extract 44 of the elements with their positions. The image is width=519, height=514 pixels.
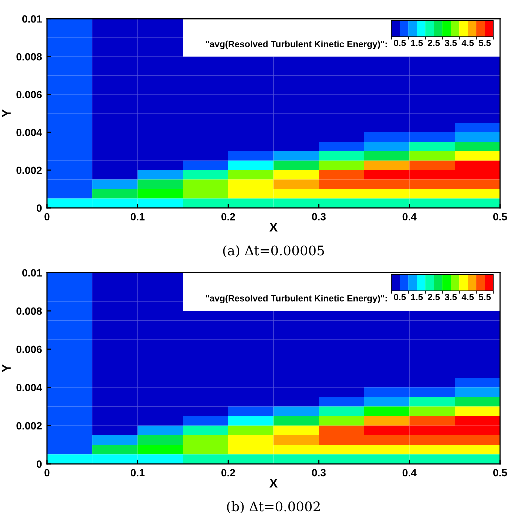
x-tick-label: 0.2 bbox=[222, 213, 236, 221]
color-bar-label: 3.5 bbox=[444, 40, 458, 46]
y-tick-label: 0.006 bbox=[16, 346, 42, 354]
y-tick-label: 0.002 bbox=[16, 166, 42, 174]
y-tick-label: 0.008 bbox=[16, 53, 42, 61]
color-bar-label: 2.5 bbox=[428, 294, 440, 301]
y-tick-label: 0 bbox=[36, 460, 42, 468]
text: (b) Δt=0.0002 bbox=[227, 501, 320, 514]
color-bar-label: 4.5 bbox=[462, 294, 474, 301]
x-tick-label: 0.5 bbox=[493, 469, 508, 477]
color-bar-label: 5.5 bbox=[479, 40, 492, 46]
y-axis-title: Y bbox=[2, 364, 11, 372]
x-tick-label: 0.1 bbox=[131, 213, 145, 221]
y-tick-label: 0.004 bbox=[16, 384, 42, 392]
color-bar-label: 0.5 bbox=[394, 294, 406, 301]
text: (a) Δt=0.00005 bbox=[223, 245, 324, 258]
color-bar-label: 1.5 bbox=[411, 40, 424, 46]
y-axis-title: Y bbox=[2, 110, 11, 118]
x-tick-label: 0.4 bbox=[402, 213, 417, 221]
color-bar-label: 1.5 bbox=[411, 294, 424, 301]
x-tick-label: 0 bbox=[44, 469, 50, 477]
y-tick-label: 0.01 bbox=[22, 16, 42, 23]
x-tick-label: 0.1 bbox=[131, 469, 145, 477]
x-tick-label: 0 bbox=[44, 213, 50, 221]
x-tick-label: 0.2 bbox=[222, 469, 236, 477]
x-tick-label: 0.3 bbox=[312, 469, 326, 477]
x-tick-label: 0.5 bbox=[493, 213, 508, 221]
y-tick-label: 0 bbox=[36, 204, 42, 212]
y-tick-label: 0.01 bbox=[22, 269, 42, 277]
color-bar-title: "avg(Resolved Turbulent Kinetic Energy)": bbox=[206, 295, 388, 304]
color-bar-label: 0.5 bbox=[394, 40, 406, 46]
color-bar-label: 2.5 bbox=[428, 40, 440, 46]
x-tick-label: 0.3 bbox=[312, 213, 326, 221]
color-bar-title: "avg(Resolved Turbulent Kinetic Energy)": bbox=[206, 40, 388, 50]
color-bar-label: 4.5 bbox=[462, 40, 474, 46]
y-tick-label: 0.004 bbox=[16, 129, 42, 136]
y-tick-label: 0.008 bbox=[16, 308, 42, 316]
x-axis-title: X bbox=[270, 223, 278, 232]
color-bar-label: 5.5 bbox=[479, 294, 492, 301]
y-tick-label: 0.002 bbox=[16, 422, 42, 430]
x-axis-title: X bbox=[270, 479, 278, 488]
y-tick-label: 0.006 bbox=[16, 91, 42, 99]
x-tick-label: 0.4 bbox=[402, 469, 417, 477]
color-bar-label: 3.5 bbox=[444, 294, 458, 301]
